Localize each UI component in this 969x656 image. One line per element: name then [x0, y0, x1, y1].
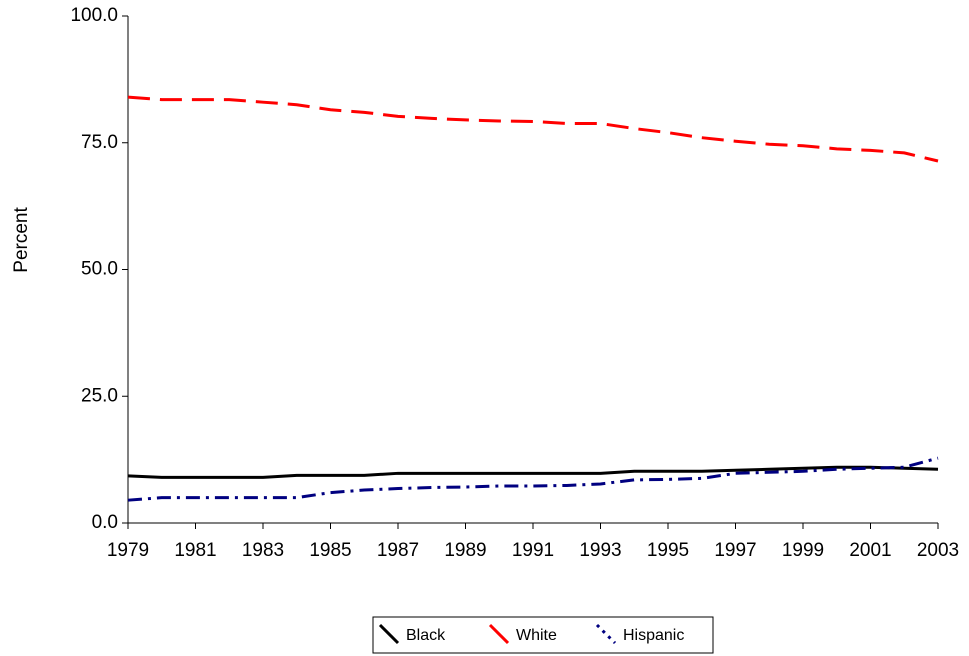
- x-tick-label: 1999: [782, 540, 824, 561]
- x-tick-label: 2001: [849, 540, 891, 561]
- y-tick-label: 100.0: [70, 5, 118, 26]
- series-line: [127, 456, 939, 502]
- legend-label: White: [516, 627, 557, 644]
- x-tick-label: 1985: [309, 540, 351, 561]
- x-tick-label: 1995: [647, 540, 689, 561]
- y-tick-label: 50.0: [81, 259, 118, 280]
- x-tick-label: 2003: [917, 540, 959, 561]
- x-tick-label: 1987: [377, 540, 419, 561]
- y-axis-label: Percent: [11, 207, 32, 273]
- legend: Black White Hispanic: [372, 616, 714, 654]
- legend-swatch: [488, 623, 510, 645]
- series-line: [127, 465, 939, 479]
- y-tick-label: 25.0: [81, 385, 118, 406]
- series-line: [127, 95, 939, 163]
- x-tick-label: 1989: [444, 540, 486, 561]
- legend-swatch: [378, 623, 400, 645]
- legend-box: [372, 616, 714, 654]
- legend-label: Black: [406, 627, 446, 644]
- x-tick-label: 1993: [579, 540, 621, 561]
- legend-label: Hispanic: [623, 627, 684, 644]
- x-tick-label: 1983: [242, 540, 284, 561]
- x-tick-label: 1997: [714, 540, 756, 561]
- x-tick-label: 1991: [512, 540, 554, 561]
- y-tick-label: 0.0: [92, 512, 118, 533]
- x-tick-label: 1981: [174, 540, 216, 561]
- x-tick-label: 1979: [107, 540, 149, 561]
- y-tick-label: 75.0: [81, 132, 118, 153]
